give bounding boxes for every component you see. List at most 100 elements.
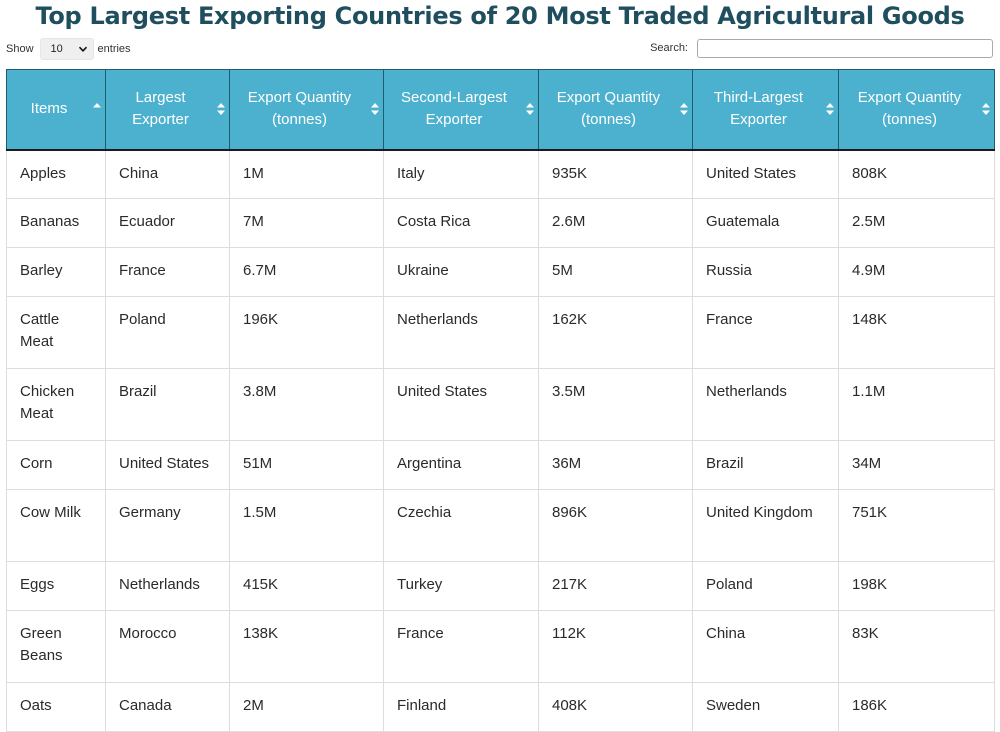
sort-both-icon	[680, 103, 688, 116]
table-cell: Ukraine	[383, 247, 539, 297]
table-cell: Chicken Meat	[6, 368, 106, 441]
entries-select[interactable]: 10	[39, 38, 94, 60]
table-cell: 162K	[538, 296, 693, 369]
search-control: Search:	[650, 38, 993, 58]
table-cell: Netherlands	[383, 296, 539, 369]
table-cell: 186K	[838, 682, 995, 732]
table-cell: 408K	[538, 682, 693, 732]
table-body: Apples China 1M Italy 935K United States 808K B…	[6, 149, 995, 732]
table-cell: 36M	[538, 440, 693, 490]
table-cell: 196K	[229, 296, 384, 369]
table-cell: United States	[383, 368, 539, 441]
table-cell: Argentina	[383, 440, 539, 490]
entries-length-control: Show 10 entries	[6, 38, 131, 60]
table-cell: 1.5M	[229, 489, 384, 562]
table-row: Bananas Ecuador 7M Costa Rica 2.6M Guatemala 2…	[6, 198, 995, 248]
table-header-row: Items Largest Exporter Export Quantity (to…	[6, 69, 995, 151]
sort-ascending-icon	[93, 103, 101, 108]
sort-both-icon	[371, 103, 379, 116]
page-title: Top Largest Exporting Countries of 20 Mo…	[35, 2, 965, 30]
column-largest-exporter[interactable]: Largest Exporter	[105, 69, 230, 151]
search-input[interactable]	[697, 38, 993, 58]
table-row: Barley France 6.7M Ukraine 5M Russia 4.9M	[6, 247, 995, 297]
table-cell: 3.8M	[229, 368, 384, 441]
table-row: Chicken Meat Brazil 3.8M United States 3.5M N…	[6, 368, 995, 441]
table-cell: Brazil	[105, 368, 230, 441]
table-cell: Ecuador	[105, 198, 230, 248]
entries-label: entries	[97, 43, 131, 55]
column-second-export-quantity[interactable]: Export Quantity (tonnes)	[538, 69, 693, 151]
table-cell: China	[105, 149, 230, 199]
table-cell: 896K	[538, 489, 693, 562]
table-cell: United States	[105, 440, 230, 490]
table-cell: 5M	[538, 247, 693, 297]
show-label: Show	[6, 43, 34, 55]
table-cell: Guatemala	[692, 198, 839, 248]
table-cell: Oats	[6, 682, 106, 732]
table-cell: Turkey	[383, 561, 539, 611]
table-cell: 808K	[838, 149, 995, 199]
table-cell: United Kingdom	[692, 489, 839, 562]
table-cell: 198K	[838, 561, 995, 611]
table-row: Eggs Netherlands 415K Turkey 217K Poland 198K	[6, 561, 995, 611]
table-cell: 4.9M	[838, 247, 995, 297]
table-cell: 2M	[229, 682, 384, 732]
table-cell: 3.5M	[538, 368, 693, 441]
table-cell: China	[692, 610, 839, 683]
column-third-export-quantity[interactable]: Export Quantity (tonnes)	[838, 69, 995, 151]
entries-select-value: 10	[50, 43, 63, 55]
column-header-label: Export Quantity (tonnes)	[556, 89, 661, 129]
table-cell: Eggs	[6, 561, 106, 611]
table-cell: Costa Rica	[383, 198, 539, 248]
table-cell: Corn	[6, 440, 106, 490]
table-cell: 751K	[838, 489, 995, 562]
table-cell: 935K	[538, 149, 693, 199]
table-cell: 34M	[838, 440, 995, 490]
table-cell: France	[692, 296, 839, 369]
exporters-table: Items Largest Exporter Export Quantity (to…	[6, 69, 995, 732]
table-cell: 1.1M	[838, 368, 995, 441]
table-cell: Canada	[105, 682, 230, 732]
table-row: Green Beans Morocco 138K France 112K China 83K	[6, 610, 995, 683]
column-header-label: Export Quantity (tonnes)	[857, 89, 962, 129]
table-row: Oats Canada 2M Finland 408K Sweden 186K	[6, 682, 995, 732]
table-cell: 51M	[229, 440, 384, 490]
table-cell: 148K	[838, 296, 995, 369]
column-largest-export-quantity[interactable]: Export Quantity (tonnes)	[229, 69, 384, 151]
column-third-largest-exporter[interactable]: Third-Largest Exporter	[692, 69, 839, 151]
table-cell: Italy	[383, 149, 539, 199]
table-cell: 1M	[229, 149, 384, 199]
sort-both-icon	[826, 103, 834, 116]
table-cell: 138K	[229, 610, 384, 683]
table-cell: Green Beans	[6, 610, 106, 683]
table-cell: Poland	[692, 561, 839, 611]
column-header-label: Second-Largest Exporter	[401, 89, 507, 129]
table-cell: Barley	[6, 247, 106, 297]
column-second-largest-exporter[interactable]: Second-Largest Exporter	[383, 69, 539, 151]
table-cell: 217K	[538, 561, 693, 611]
sort-both-icon	[526, 103, 534, 116]
table-cell: Poland	[105, 296, 230, 369]
chevron-down-icon	[78, 46, 87, 52]
table-cell: France	[383, 610, 539, 683]
table-cell: Netherlands	[105, 561, 230, 611]
table-cell: Brazil	[692, 440, 839, 490]
table-cell: Apples	[6, 149, 106, 199]
table-cell: 83K	[838, 610, 995, 683]
table-cell: 112K	[538, 610, 693, 683]
table-cell: Cow Milk	[6, 489, 106, 562]
sort-both-icon	[217, 103, 225, 116]
table-cell: Sweden	[692, 682, 839, 732]
sort-both-icon	[982, 103, 990, 116]
column-items[interactable]: Items	[6, 69, 106, 151]
table-cell: Czechia	[383, 489, 539, 562]
table-row: Apples China 1M Italy 935K United States 808K	[6, 149, 995, 199]
table-cell: 6.7M	[229, 247, 384, 297]
table-cell: 7M	[229, 198, 384, 248]
table-cell: 415K	[229, 561, 384, 611]
column-header-label: Export Quantity (tonnes)	[247, 89, 352, 129]
table-cell: Cattle Meat	[6, 296, 106, 369]
column-header-label: Third-Largest Exporter	[713, 89, 804, 129]
table-row: Corn United States 51M Argentina 36M Brazil 34…	[6, 440, 995, 490]
column-header-label: Items	[30, 100, 68, 118]
